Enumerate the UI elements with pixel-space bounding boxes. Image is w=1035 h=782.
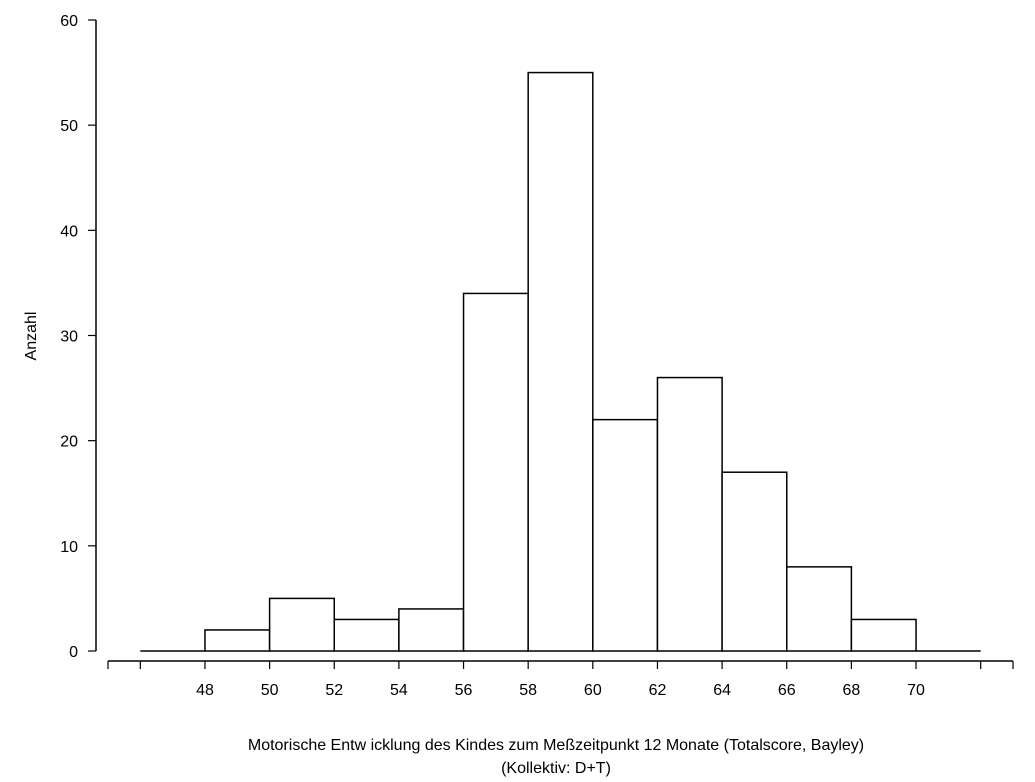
x-axis-title-line2: (Kollektiv: D+T): [501, 760, 611, 777]
histogram-bar: [657, 378, 722, 651]
histogram-bar: [851, 619, 916, 651]
histogram-bar: [593, 420, 658, 651]
x-tick-label: 66: [778, 682, 796, 699]
x-axis-title: Motorische Entw icklung des Kindes zum M…: [248, 737, 864, 754]
x-tick-label: 50: [261, 682, 279, 699]
histogram-bar: [528, 73, 593, 651]
y-tick-label: 40: [60, 223, 78, 240]
histogram-bar: [399, 609, 464, 651]
histogram-bar: [722, 472, 787, 651]
x-tick-label: 64: [713, 682, 731, 699]
histogram-bar: [334, 619, 399, 651]
histogram-bar: [270, 598, 335, 651]
y-axis-title: Anzahl: [23, 312, 40, 361]
y-tick-label: 0: [69, 644, 78, 661]
histogram-bars: [140, 73, 980, 651]
x-tick-label: 56: [455, 682, 473, 699]
x-tick-label: 70: [907, 682, 925, 699]
histogram-bar: [205, 630, 270, 651]
x-tick-label: 54: [390, 682, 408, 699]
y-tick-label: 20: [60, 434, 78, 451]
x-tick-label: 60: [584, 682, 602, 699]
y-tick-label: 10: [60, 539, 78, 556]
histogram-bar: [464, 293, 529, 651]
histogram-bar: [787, 567, 852, 651]
y-tick-label: 60: [60, 13, 78, 30]
y-tick-label: 30: [60, 329, 78, 346]
x-axis: 48 50 52 54 56 58 60 62 64 66 68 70: [108, 661, 1013, 699]
x-tick-label: 48: [196, 682, 214, 699]
y-tick-label: 50: [60, 118, 78, 135]
x-tick-label: 62: [649, 682, 667, 699]
x-tick-label: 68: [842, 682, 860, 699]
y-axis: 0 10 20 30 40 50 60: [60, 13, 96, 661]
x-tick-label: 52: [325, 682, 343, 699]
x-tick-label: 58: [519, 682, 537, 699]
